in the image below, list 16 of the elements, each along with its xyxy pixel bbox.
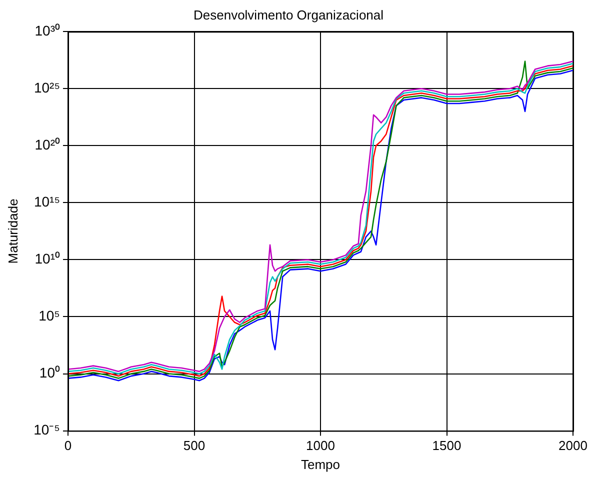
y-tick-label: 10¹⁵: [34, 194, 60, 210]
y-tick-label: 10⁰: [39, 364, 60, 381]
chart-title: Desenvolvimento Organizacional: [193, 7, 384, 22]
x-tick-label: 1500: [432, 438, 462, 454]
y-tick-label: 10²⁵: [34, 79, 60, 96]
x-axis-title: Tempo: [300, 456, 340, 472]
y-axis-title: Maturidade: [5, 198, 20, 264]
x-tick-label: 2000: [558, 438, 588, 454]
x-tick-label: 0: [64, 438, 72, 454]
y-tick-label: 10⁻⁵: [34, 422, 60, 438]
y-tick-label: 10³⁰: [34, 22, 60, 38]
y-tick-label: 10⁵: [38, 308, 60, 324]
x-tick-label: 1000: [306, 438, 335, 454]
y-tick-label: 10¹⁰: [34, 250, 60, 267]
y-tick-label: 10²⁰: [34, 136, 60, 153]
x-tick-label: 500: [183, 438, 206, 454]
